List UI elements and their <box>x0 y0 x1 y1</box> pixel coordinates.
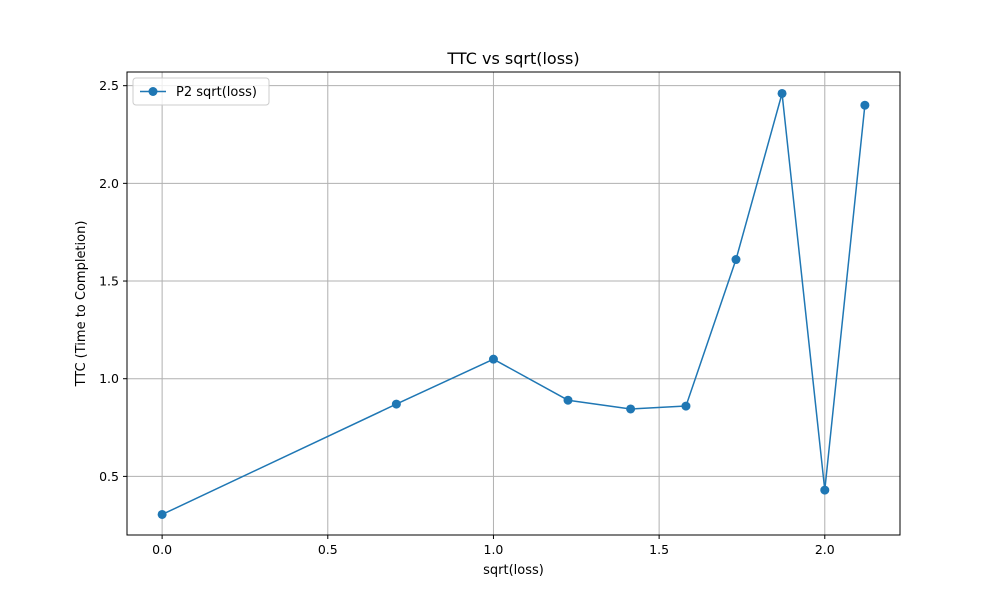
y-tick-label: 1.0 <box>99 371 119 386</box>
x-tick-label: 0.5 <box>318 542 338 557</box>
data-point <box>820 485 830 495</box>
y-tick-label: 2.5 <box>99 78 119 93</box>
data-point <box>626 404 636 414</box>
x-tick-label: 1.5 <box>649 542 669 557</box>
x-axis-label: sqrt(loss) <box>483 563 544 578</box>
data-point <box>488 354 498 364</box>
data-point <box>391 399 401 409</box>
plot-frame <box>126 71 901 536</box>
y-tick-label: 1.5 <box>99 274 119 289</box>
legend-marker-swatch <box>148 87 158 96</box>
ticks: 0.0 0.5 1.0 1.5 2.0 0.5 1.0 1.5 2.0 2.5 <box>99 78 835 557</box>
data-point <box>731 255 741 265</box>
y-axis-label: TTC (Time to Completion) <box>74 221 89 388</box>
y-tick-label: 2.0 <box>99 176 119 191</box>
legend-entry-label: P2 sqrt(loss) <box>176 85 257 100</box>
y-tick-label: 0.5 <box>99 469 119 484</box>
data-point <box>157 509 167 519</box>
legend-box <box>132 77 270 106</box>
chart-title: TTC vs sqrt(loss) <box>446 49 579 68</box>
data-point <box>681 401 691 411</box>
x-tick-label: 1.0 <box>484 542 504 557</box>
grid <box>127 72 900 535</box>
x-tick-label: 2.0 <box>815 542 835 557</box>
data-point <box>860 100 870 110</box>
series-line <box>161 92 866 516</box>
x-tick-label: 0.0 <box>152 542 172 557</box>
series-layer <box>157 88 870 519</box>
data-point <box>777 88 787 98</box>
data-point <box>563 395 573 405</box>
legend: P2 sqrt(loss) <box>132 77 270 106</box>
